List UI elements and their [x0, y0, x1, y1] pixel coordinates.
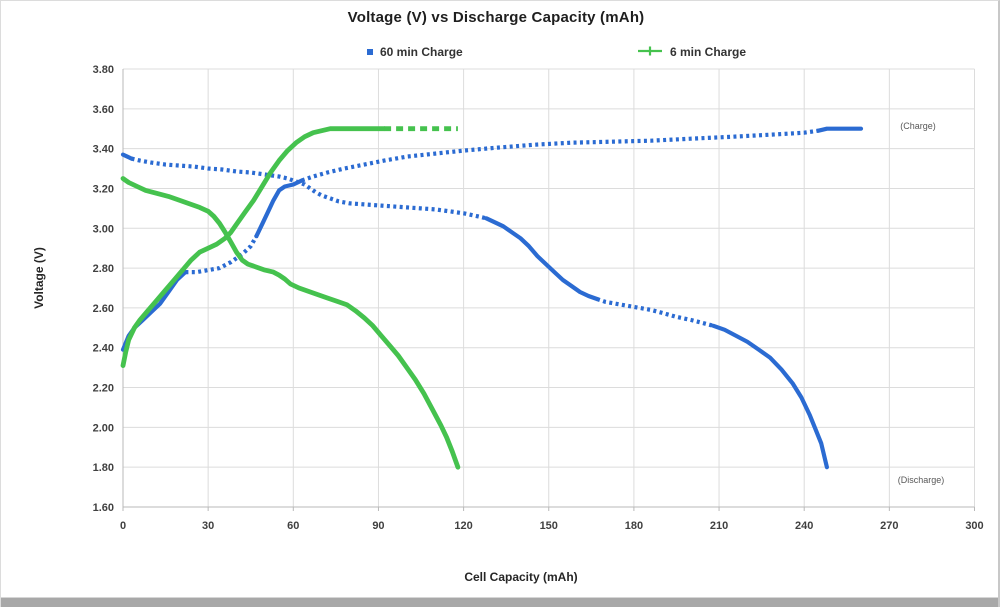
series-discharge-60min — [120, 152, 134, 161]
x-tick-label: 120 — [454, 520, 472, 532]
x-tick-label: 180 — [625, 520, 643, 532]
series-discharge-60min — [484, 216, 600, 302]
series-charge-60min — [185, 235, 259, 275]
y-tick-label: 1.60 — [93, 502, 114, 514]
legend-item-6min-charge: 6 min Charge — [637, 43, 746, 61]
annotation-charge: (Charge) — [900, 121, 936, 131]
x-tick-label: 30 — [202, 520, 214, 532]
series-charge-60min — [816, 126, 864, 133]
series-charge-6min — [120, 126, 387, 368]
legend: 60 min Charge 6 min Charge — [1, 43, 998, 61]
annotation-discharge: (Discharge) — [897, 475, 945, 485]
legend-label-6min: 6 min Charge — [670, 45, 747, 59]
legend-item-60min-charge: 60 min Charge — [367, 43, 463, 61]
x-tick-label: 270 — [880, 520, 898, 532]
y-tick-label: 3.60 — [93, 104, 114, 116]
y-tick-label: 3.80 — [93, 64, 114, 76]
legend-marker-line-plus-icon — [637, 45, 663, 60]
series-discharge-60min — [596, 297, 714, 328]
y-tick-label: 2.80 — [93, 263, 114, 275]
x-tick-label: 150 — [540, 520, 558, 532]
y-tick-label: 3.00 — [93, 223, 114, 235]
x-tick-label: 90 — [372, 520, 384, 532]
y-tick-label: 2.40 — [93, 343, 114, 355]
y-tick-label: 3.40 — [93, 144, 114, 156]
x-tick-label: 300 — [965, 520, 983, 532]
chart-title: Voltage (V) vs Discharge Capacity (mAh) — [347, 9, 645, 26]
series-discharge-60min — [131, 156, 487, 221]
series-charge-60min — [120, 270, 188, 352]
series-charge-60min — [301, 128, 819, 183]
x-tick-label: 210 — [710, 520, 728, 532]
y-tick-label: 1.80 — [93, 462, 114, 474]
series-charge-60min — [254, 178, 304, 239]
x-tick-label: 240 — [795, 520, 813, 532]
y-axis-title: Voltage (V) — [32, 247, 46, 309]
y-tick-label: 2.20 — [93, 383, 114, 395]
y-tick-label: 2.00 — [93, 422, 114, 434]
y-tick-label: 2.60 — [93, 303, 114, 315]
series-discharge-60min — [711, 323, 829, 470]
legend-label-60min: 60 min Charge — [380, 45, 463, 59]
bottom-bar — [1, 597, 998, 607]
x-tick-label: 60 — [287, 520, 299, 532]
x-axis-title: Cell Capacity (mAh) — [464, 570, 578, 584]
x-tick-label: 0 — [120, 520, 126, 532]
y-tick-label: 3.20 — [93, 183, 114, 195]
legend-marker-square-icon — [367, 49, 373, 55]
series-discharge-6min — [120, 176, 461, 470]
